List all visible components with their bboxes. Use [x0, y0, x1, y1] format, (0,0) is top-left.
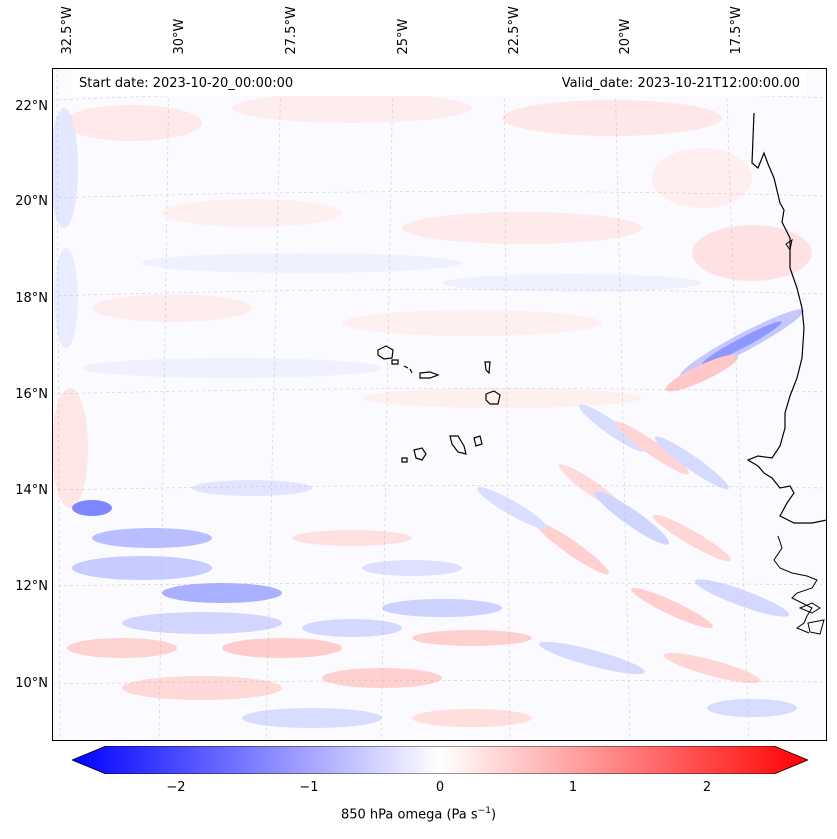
lat-label-20n: 20°N: [15, 194, 48, 209]
info-strip: [72, 70, 807, 96]
graticule: [52, 68, 827, 741]
lon-label-20w: 20°W: [618, 18, 633, 55]
colorbar-tick-neg1: −1: [299, 780, 319, 795]
colorbar-tick-0: 0: [435, 780, 445, 795]
colorbar-tick-neg2: −2: [166, 780, 186, 795]
lon-label-30w: 30°W: [172, 18, 187, 55]
lon-label-25w: 25°W: [396, 18, 411, 55]
lat-label-12n: 12°N: [15, 579, 48, 594]
lat-label-10n: 10°N: [15, 676, 48, 691]
lon-label-27-5w: 27.5°W: [284, 6, 299, 55]
map-frame: [52, 68, 827, 741]
lat-label-22n: 22°N: [15, 99, 48, 114]
lon-label-17-5w: 17.5°W: [729, 6, 744, 55]
omega-map[interactable]: [52, 68, 827, 741]
valid-date-label: Valid_date: 2023-10-21T12:00:00.00: [561, 76, 800, 91]
colorbar-tick-1: 1: [568, 780, 578, 795]
start-date-label: Start date: 2023-10-20_00:00:00: [79, 76, 294, 91]
omega-field: [52, 93, 812, 728]
colorbar-tick-2: 2: [702, 780, 712, 795]
lon-label-32-5w: 32.5°W: [60, 6, 75, 55]
colorbar-label: 850 hPa omega (Pa s−1): [340, 806, 497, 823]
colorbar-gradient: [72, 746, 808, 774]
lon-label-22-5w: 22.5°W: [507, 6, 522, 55]
africa-coastline: [746, 112, 827, 524]
lat-label-14n: 14°N: [15, 483, 48, 498]
cape-verde-islands: [377, 345, 501, 463]
colorbar: [72, 746, 808, 774]
lat-label-18n: 18°N: [15, 291, 48, 306]
guinea-bissau-coastline: [773, 535, 818, 634]
lat-label-16n: 16°N: [15, 387, 48, 402]
